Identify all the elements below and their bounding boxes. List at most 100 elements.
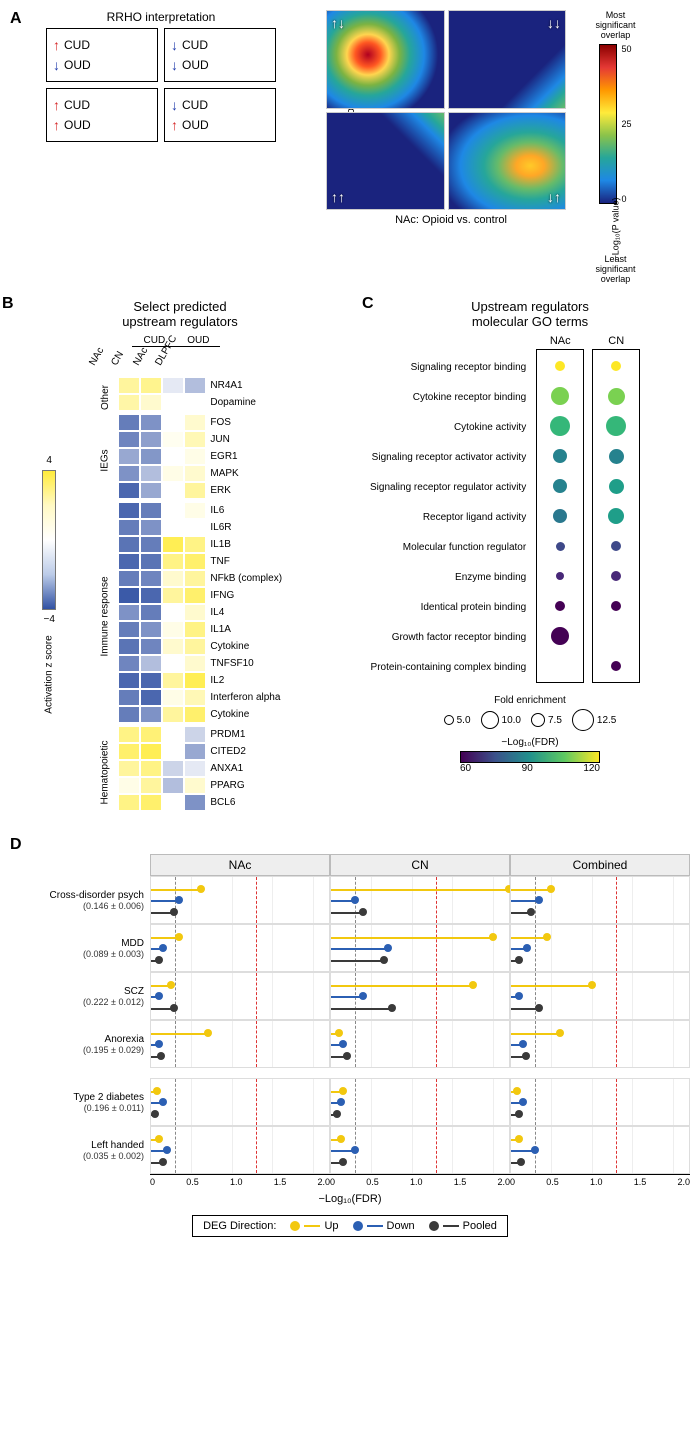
dot [556, 572, 564, 580]
lolli-dot [151, 1110, 159, 1118]
heatmap-cell [184, 621, 206, 638]
lolli-dot [170, 1004, 178, 1012]
dot [611, 601, 621, 611]
heatmap-cell [140, 553, 162, 570]
heatmap-cell [162, 689, 184, 706]
dot [553, 509, 567, 523]
lolli-dot [523, 944, 531, 952]
lolli-col-header: Combined [510, 854, 690, 876]
lolli-dot [339, 1087, 347, 1095]
x-tick: 1.0 [230, 1177, 243, 1187]
heatmap-cell [140, 604, 162, 621]
heatmap-cell [162, 794, 184, 811]
heatmap-cell [162, 621, 184, 638]
heatmap-cell [184, 706, 206, 723]
row-label: FOS [206, 417, 231, 428]
interp-box: ↓CUD↓OUD [164, 28, 276, 82]
heatmap-cell [140, 655, 162, 672]
go-term-label: Signaling receptor activator activity [370, 445, 526, 469]
heatmap-cell [140, 621, 162, 638]
lolli-cell [510, 1020, 690, 1068]
dot-column [592, 349, 640, 683]
lolli-dot [155, 956, 163, 964]
lolli-cell [510, 1078, 690, 1126]
lolli-dot [522, 1052, 530, 1060]
x-tick: 0 [510, 1177, 515, 1187]
cb-min: 0 [621, 194, 631, 204]
size-legend-item: 7.5 [531, 713, 562, 727]
go-term-label: Enzyme binding [370, 565, 526, 589]
cb-max: 50 [621, 44, 631, 54]
heatmap-cell [118, 519, 140, 536]
lolli-dot [380, 956, 388, 964]
heatmap-row: Cytokine [118, 638, 282, 655]
row-label: JUN [206, 434, 229, 445]
heatmap-cell [184, 638, 206, 655]
deg-legend-item: Pooled [429, 1220, 497, 1232]
trait-label: MDD(0.089 ± 0.003) [10, 924, 150, 972]
lolli-dot [197, 885, 205, 893]
heatmap-cell [140, 482, 162, 499]
row-label: IFNG [206, 590, 234, 601]
heatmap-cell [118, 726, 140, 743]
lolli-cell [150, 1020, 330, 1068]
heatmap-cell [184, 448, 206, 465]
lolli-dot [155, 992, 163, 1000]
row-label: MAPK [206, 468, 238, 479]
lolli-dot [333, 1110, 341, 1118]
heatmap-row: IL6 [118, 502, 282, 519]
dot [550, 416, 570, 436]
rrho-quadrant: ↓↑ [448, 112, 567, 211]
lolli-dot [384, 944, 392, 952]
heatmap-cell [118, 638, 140, 655]
color-tick: 90 [522, 763, 533, 774]
row-label: CITED2 [206, 746, 246, 757]
heatmap-cell [162, 536, 184, 553]
heatmap-row: IL2 [118, 672, 282, 689]
rrho-quadrant: ↓↓ [448, 10, 567, 109]
dot [606, 416, 626, 436]
heatmap-cell [118, 587, 140, 604]
heatmap-cell [184, 760, 206, 777]
heatmap-cell [140, 760, 162, 777]
deg-legend-title: DEG Direction: [203, 1220, 276, 1232]
lolli-dot [157, 1052, 165, 1060]
lolli-dot [469, 981, 477, 989]
heatmap-cell [118, 536, 140, 553]
row-label: IL2 [206, 675, 224, 686]
lolli-dot [204, 1029, 212, 1037]
heatmap-cell [140, 519, 162, 536]
lolli-track [511, 937, 547, 939]
heatmap-cell [184, 570, 206, 587]
heatmap-cell [184, 604, 206, 621]
panel-c-label: C [362, 295, 374, 313]
heatmap-cell [140, 448, 162, 465]
lolli-track [511, 889, 551, 891]
heatmap-cell [140, 587, 162, 604]
go-term-label: Protein-containing complex binding [370, 655, 526, 679]
heatmap-cell [118, 621, 140, 638]
heatmap-cell [140, 638, 162, 655]
lolli-dot [515, 1135, 523, 1143]
heatmap-cell [140, 414, 162, 431]
trait-label: Type 2 diabetes(0.196 ± 0.011) [10, 1078, 150, 1126]
row-label: TNFSF10 [206, 658, 253, 669]
lolli-track [511, 1033, 560, 1035]
panel-d: D NAcCNCombinedCross-disorder psych(0.14… [10, 836, 690, 1237]
row-label: IL6R [206, 522, 231, 533]
row-label: ERK [206, 485, 231, 496]
panel-b-title: Select predicted upstream regulators [10, 299, 350, 329]
lolli-dot [351, 1146, 359, 1154]
lolli-dot [513, 1087, 521, 1095]
interp-box: ↓CUD↑OUD [164, 88, 276, 142]
heatmap-cell [184, 482, 206, 499]
color-tick: 60 [460, 763, 471, 774]
heatmap-cell [118, 448, 140, 465]
lolli-cell [150, 876, 330, 924]
heatmap-cell [118, 672, 140, 689]
cb-title: −Log₁₀(P value) [610, 198, 620, 261]
panel-a: A RRHO interpretation ↑CUD↓OUD↓CUD↓OUD↑C… [10, 10, 690, 284]
go-term-label: Cytokine activity [370, 415, 526, 439]
category-label: IEGs [100, 449, 111, 471]
lolli-dot [175, 896, 183, 904]
